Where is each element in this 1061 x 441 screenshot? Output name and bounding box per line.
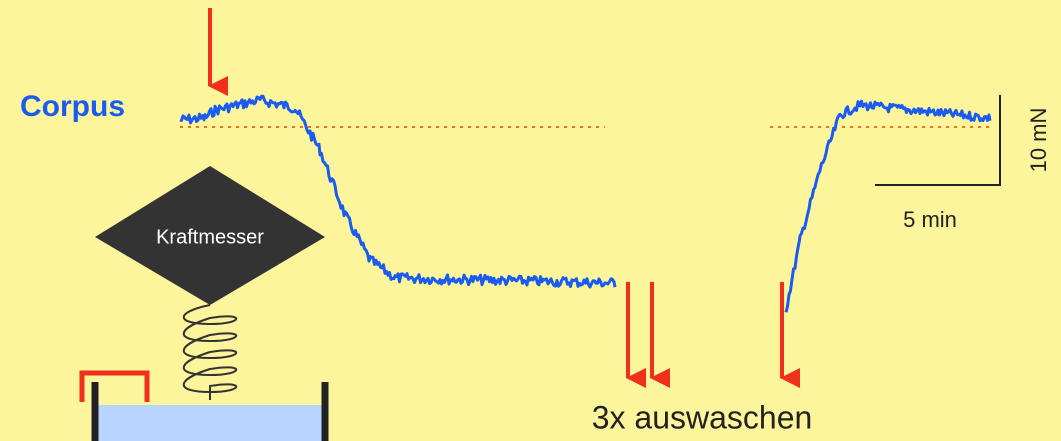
scale-force-label: 10 mN — [1026, 108, 1051, 173]
washout-label: 3x auswaschen — [592, 399, 813, 435]
force-meter-label: Kraftmesser — [156, 226, 264, 248]
corpus-label: Corpus — [20, 90, 125, 123]
scale-time-label: 5 min — [903, 207, 957, 232]
bath-fluid — [97, 405, 323, 441]
diagram: Corpus 10 mN 5 min Kraftmesser 3x auswas… — [0, 0, 1061, 441]
